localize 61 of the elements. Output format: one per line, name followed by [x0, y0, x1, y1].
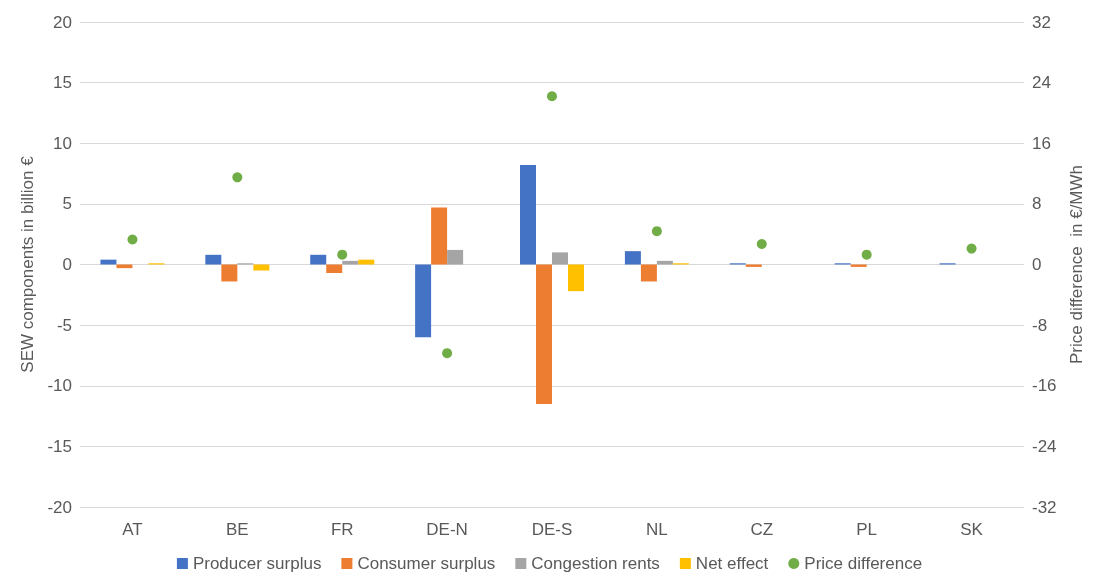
- point: [547, 91, 557, 102]
- x-tick-label: SK: [960, 520, 984, 539]
- bar: [100, 259, 117, 265]
- point: [861, 249, 872, 260]
- bar: [552, 252, 568, 265]
- point: [966, 243, 977, 254]
- y2-tick-label: 24: [1032, 73, 1051, 93]
- bar: [342, 260, 359, 265]
- bar: [205, 254, 222, 265]
- bar: [624, 251, 641, 265]
- x-tick-label: AT: [122, 520, 143, 539]
- bar: [568, 264, 584, 292]
- y2-tick-label: -8: [1032, 315, 1048, 335]
- point: [127, 234, 138, 245]
- bar: [358, 259, 375, 265]
- legend-label: Net effect: [695, 554, 769, 573]
- legend-label: Consumer surplus: [357, 554, 496, 573]
- y2-tick-label: -24: [1032, 436, 1057, 456]
- y-tick-label: -20: [47, 497, 72, 517]
- y2-tick-label: 8: [1032, 194, 1042, 214]
- bar: [310, 254, 327, 265]
- y2-tick-label: 0: [1032, 255, 1042, 274]
- x-tick-label: NL: [646, 520, 668, 539]
- y2-tick-label: -32: [1032, 497, 1057, 517]
- x-tick-label: PL: [856, 520, 878, 539]
- point: [337, 249, 348, 260]
- point: [651, 226, 662, 237]
- x-tick-label: DE-N: [426, 520, 468, 539]
- y2-tick-label: -16: [1032, 376, 1057, 396]
- y-tick-label: 15: [53, 73, 72, 93]
- bar: [326, 264, 343, 273]
- bar: [415, 264, 432, 338]
- bar: [221, 264, 238, 282]
- x-tick-label: FR: [330, 520, 354, 539]
- x-tick-label: CZ: [750, 520, 774, 539]
- y-tick-label: 10: [53, 133, 72, 153]
- y-axis-title: SEW components in billion €: [18, 155, 37, 373]
- legend-label: Price difference: [804, 554, 923, 573]
- y-tick-label: -5: [56, 315, 72, 335]
- bar: [447, 249, 464, 265]
- legend-label: Producer surplus: [192, 554, 322, 573]
- y-tick-label: 20: [53, 12, 72, 32]
- bar: [431, 207, 448, 265]
- y2-tick-label: 16: [1032, 133, 1051, 153]
- point: [442, 348, 453, 359]
- point: [232, 172, 243, 183]
- x-tick-label: BE: [225, 520, 249, 539]
- bar: [536, 264, 552, 404]
- y-tick-label: -10: [47, 376, 72, 396]
- bar: [253, 264, 270, 271]
- x-tick-label: DE-S: [531, 520, 573, 539]
- y2-tick-label: 32: [1032, 12, 1051, 32]
- bar: [656, 260, 673, 265]
- y2-axis-title: Price difference in €/MWh: [1067, 164, 1086, 365]
- y-tick-label: 0: [62, 255, 72, 274]
- point: [756, 239, 767, 250]
- bar: [520, 165, 536, 265]
- bar: [640, 264, 657, 282]
- y-tick-label: 5: [62, 194, 72, 214]
- legend-label: Congestion rents: [531, 554, 660, 573]
- y-tick-label: -15: [47, 436, 72, 456]
